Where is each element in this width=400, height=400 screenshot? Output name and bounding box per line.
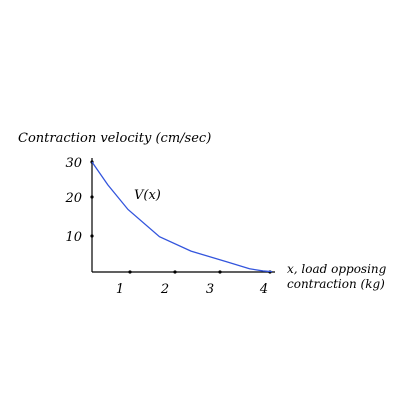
y-tick-10 <box>90 234 94 238</box>
x-axis-label-line-1: x, load opposing <box>287 262 387 276</box>
x-tick-label-3: 3 <box>206 282 214 297</box>
x-axis-label-line-2: contraction (kg) <box>287 277 385 291</box>
series-line-0 <box>91 161 273 273</box>
series-label-0: V(x) <box>134 188 161 203</box>
series-group: V(x) <box>91 161 273 273</box>
tick-labels: 1 2 3 4 10 20 30 <box>64 156 268 297</box>
x-tick-label-1: 1 <box>116 282 124 297</box>
ticks <box>90 160 272 274</box>
y-tick-label-10: 10 <box>65 230 82 245</box>
x-tick-label-2: 2 <box>160 282 169 297</box>
axes <box>91 158 275 273</box>
y-tick-label-20: 20 <box>64 191 82 206</box>
y-axis-label: Contraction velocity (cm/sec) <box>18 131 211 146</box>
x-tick-3 <box>218 270 222 274</box>
x-tick-1 <box>128 270 132 274</box>
x-tick-label-4: 4 <box>259 282 268 297</box>
x-tick-2 <box>173 270 177 274</box>
y-tick-label-30: 30 <box>65 156 82 171</box>
y-tick-20 <box>90 195 94 199</box>
